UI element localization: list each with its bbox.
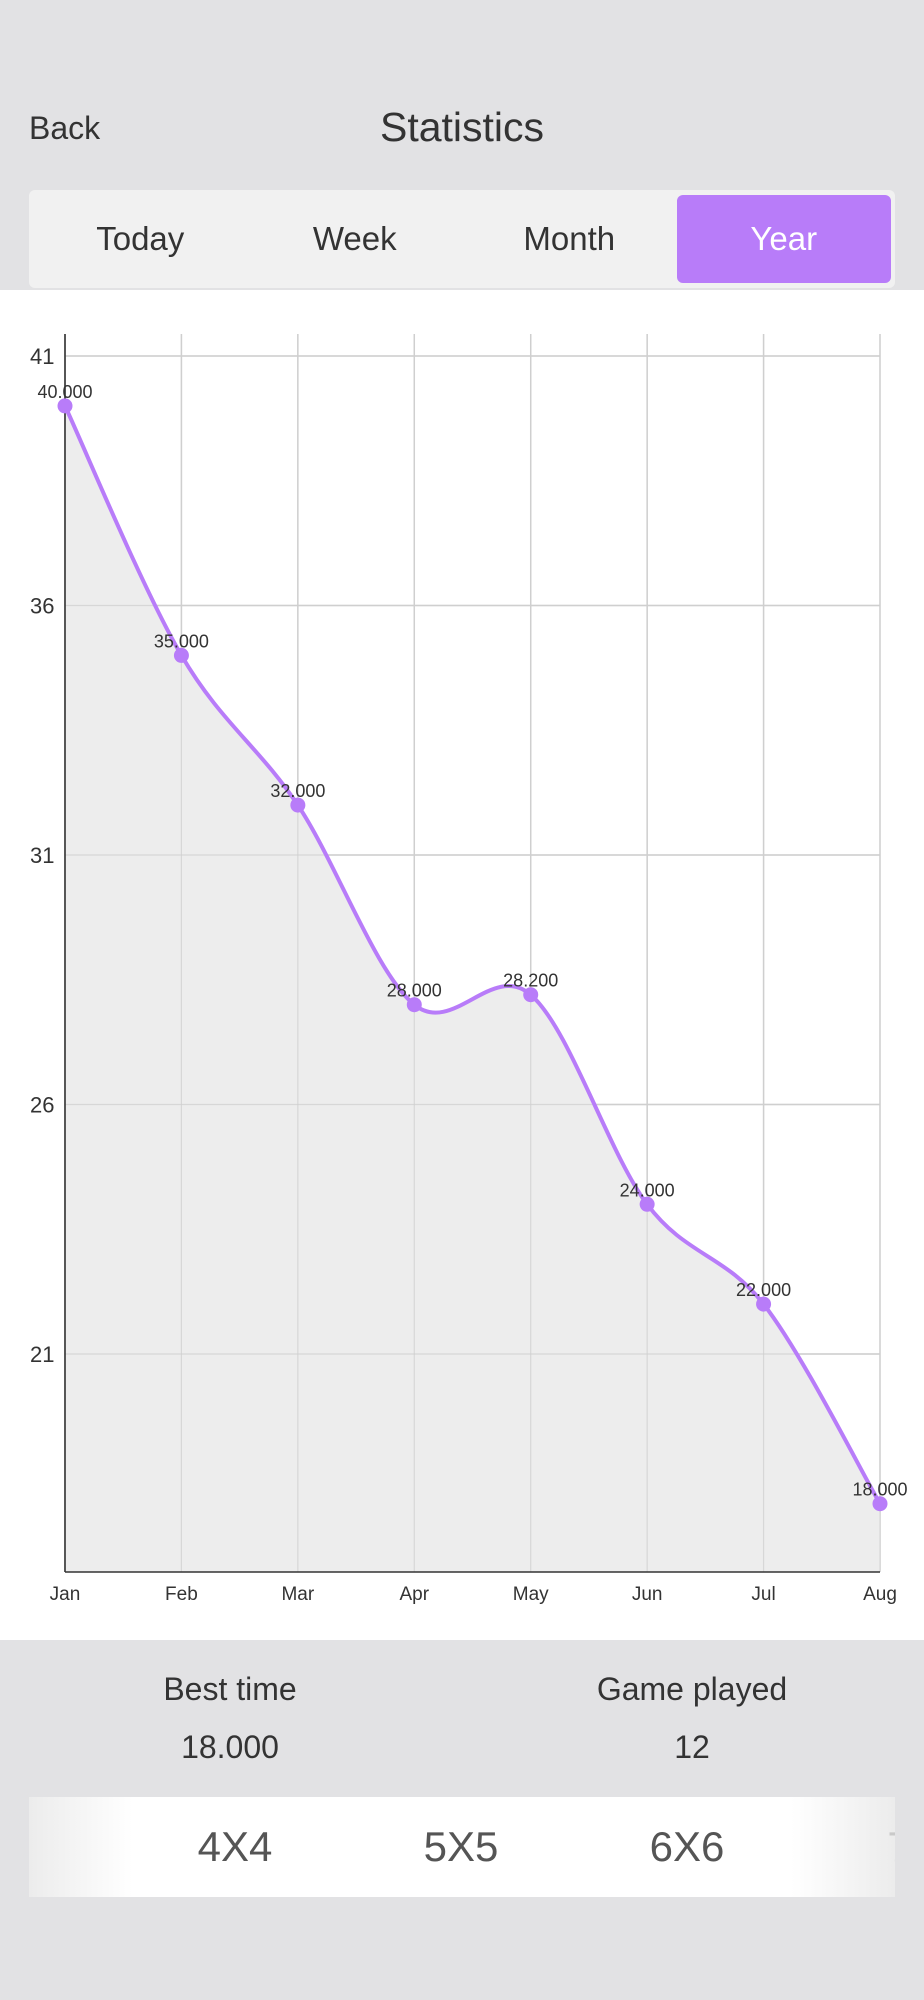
x-tick-label: Jul xyxy=(751,1584,775,1605)
period-segmented-control: Today Week Month Year xyxy=(29,190,895,288)
size-option-3[interactable]: 3 xyxy=(29,1797,59,1897)
data-label: 40.000 xyxy=(37,382,92,402)
data-label: 22.000 xyxy=(736,1280,791,1300)
data-point xyxy=(756,1296,772,1312)
data-label: 24.000 xyxy=(620,1180,675,1200)
y-tick-label: 21 xyxy=(30,1342,54,1367)
x-tick-label: Mar xyxy=(281,1584,314,1605)
data-label: 18.000 xyxy=(852,1480,907,1500)
best-time-label: Best time xyxy=(163,1671,297,1707)
size-option-5x5[interactable]: 5X5 xyxy=(423,1823,499,1870)
tab-year[interactable]: Year xyxy=(676,195,891,283)
size-option-4x4[interactable]: 4X4 xyxy=(197,1823,273,1870)
back-button[interactable]: Back xyxy=(29,110,101,146)
tab-today[interactable]: Today xyxy=(96,220,185,257)
statistics-line-chart: 41 36 31 26 21 40.000 Jan 35.000 Feb 32.000 Mar 28.… xyxy=(30,334,908,1605)
data-point xyxy=(872,1496,888,1512)
data-point xyxy=(57,398,73,414)
data-label: 32.000 xyxy=(270,781,325,801)
data-point xyxy=(523,987,539,1003)
x-tick-label: Jan xyxy=(50,1584,81,1605)
size-option-6x6[interactable]: 6X6 xyxy=(649,1823,725,1870)
x-tick-label: May xyxy=(513,1584,549,1605)
data-label: 35.000 xyxy=(154,631,209,651)
data-point xyxy=(173,647,189,663)
games-played-value: 12 xyxy=(674,1729,710,1765)
data-point xyxy=(639,1196,655,1212)
chart-area: 41 36 31 26 21 40.000 Jan 35.000 Feb 32.000 Mar 28.… xyxy=(0,290,924,1640)
tab-week[interactable]: Week xyxy=(312,220,397,257)
x-tick-label: Apr xyxy=(399,1584,429,1605)
x-tick-label: Jun xyxy=(632,1584,663,1605)
y-tick-label: 31 xyxy=(30,843,54,868)
y-tick-label: 26 xyxy=(30,1093,54,1118)
size-option-7[interactable]: 7 xyxy=(859,1797,895,1897)
x-tick-label: Aug xyxy=(863,1584,897,1605)
header: Back Statistics Today Week Month Year xyxy=(0,0,924,290)
data-point xyxy=(290,797,306,813)
area-fill xyxy=(65,405,880,1572)
data-point xyxy=(406,997,422,1013)
data-label: 28.000 xyxy=(387,981,442,1001)
best-time-value: 18.000 xyxy=(181,1729,279,1765)
games-played-label: Game played xyxy=(596,1671,788,1707)
board-size-picker[interactable]: 3 4X4 5X5 6X6 7 xyxy=(29,1797,895,1897)
y-tick-label: 41 xyxy=(30,344,54,369)
data-label: 28.200 xyxy=(503,971,558,991)
x-tick-label: Feb xyxy=(165,1584,198,1605)
tab-month[interactable]: Month xyxy=(523,220,616,257)
page-title: Statistics xyxy=(379,104,545,150)
y-tick-label: 36 xyxy=(30,594,54,619)
